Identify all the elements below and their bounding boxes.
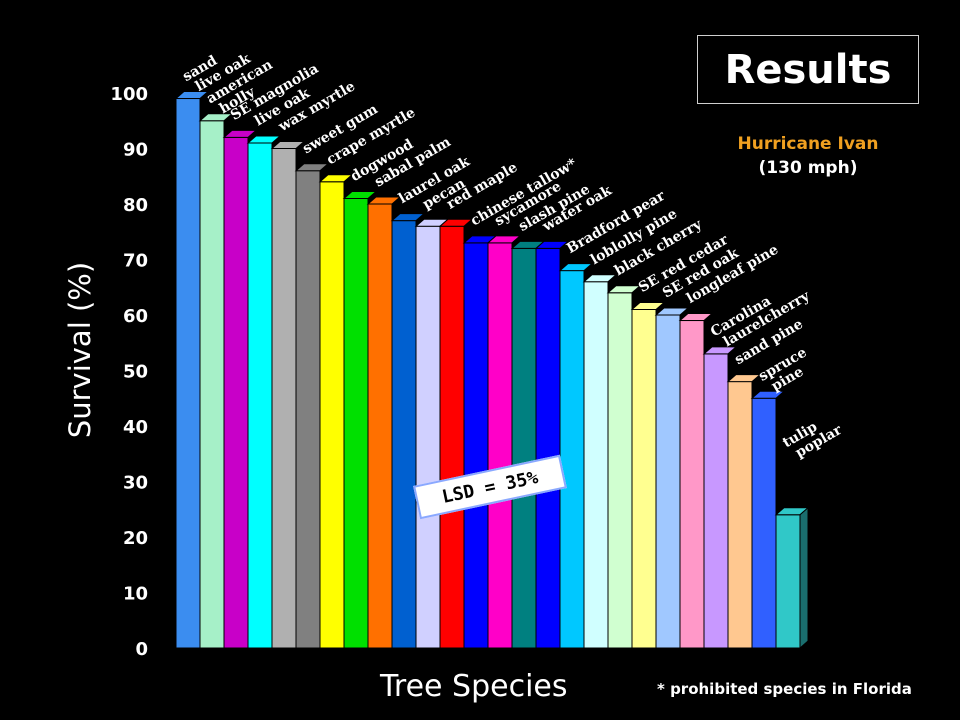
bar [511, 247, 537, 649]
bar-top [246, 135, 282, 144]
bar [175, 98, 201, 649]
bar-top [678, 313, 714, 322]
bar [679, 320, 705, 649]
y-tick-label: 70 [123, 251, 148, 272]
bar-top [534, 240, 570, 249]
bar-top [654, 307, 690, 316]
chart-title: Results [724, 46, 892, 93]
y-axis-label: Survival (%) [63, 261, 97, 439]
bar [631, 308, 657, 649]
subtitle-speed: (130 mph) [758, 158, 858, 178]
bar-top [630, 301, 666, 310]
bar [487, 242, 513, 649]
y-tick-label: 100 [110, 84, 148, 105]
bar-top [726, 374, 762, 383]
bar [319, 181, 345, 649]
bar [559, 270, 585, 649]
y-tick-label: 60 [123, 306, 148, 327]
y-tick-label: 80 [123, 195, 148, 216]
bar [295, 170, 321, 649]
category-label: tulippoplar [780, 409, 845, 464]
y-tick-label: 20 [123, 528, 148, 549]
bar-top [390, 213, 426, 222]
bar-top [318, 174, 354, 183]
bar-top [198, 113, 234, 122]
subtitle-hurricane: Hurricane Ivan [737, 134, 879, 154]
bar-top [606, 285, 642, 294]
bar-top [750, 390, 786, 399]
bar [703, 353, 729, 649]
bar-top [486, 235, 522, 244]
y-tick-label: 50 [123, 362, 148, 383]
y-tick-label: 90 [123, 140, 148, 161]
bar [439, 225, 465, 649]
bar [343, 197, 369, 649]
bar [463, 242, 489, 649]
bar [199, 120, 225, 649]
bar-side [799, 506, 809, 650]
bar-top [270, 141, 306, 149]
x-axis-label: Tree Species [380, 669, 568, 704]
bars-group [174, 91, 810, 650]
bar [391, 220, 417, 649]
bar [775, 514, 801, 649]
results-title-box: Results [697, 35, 919, 104]
bar [607, 292, 633, 649]
y-axis: 0 10 20 30 40 50 60 70 80 90 100 [110, 84, 148, 660]
bar [727, 381, 753, 649]
bar [367, 203, 393, 649]
y-tick-label: 0 [135, 639, 148, 660]
bar [271, 148, 297, 649]
bar [247, 142, 273, 649]
bar-top [366, 196, 402, 205]
y-tick-label: 40 [123, 417, 148, 438]
bar [535, 247, 561, 649]
bar-top [222, 129, 258, 138]
bar [583, 281, 609, 649]
bar-top [702, 346, 738, 355]
bar [751, 397, 777, 649]
bar-top [342, 190, 378, 199]
y-tick-label: 30 [123, 473, 148, 494]
y-tick-label: 10 [123, 584, 148, 605]
bar [223, 136, 249, 649]
bar-top [438, 218, 474, 227]
footnote: * prohibited species in Florida [657, 680, 912, 698]
bar [655, 314, 681, 649]
bar-top [558, 263, 594, 272]
bar [415, 225, 441, 649]
bar-top [294, 163, 330, 172]
bar-top [174, 91, 210, 100]
bar-top [582, 274, 618, 283]
